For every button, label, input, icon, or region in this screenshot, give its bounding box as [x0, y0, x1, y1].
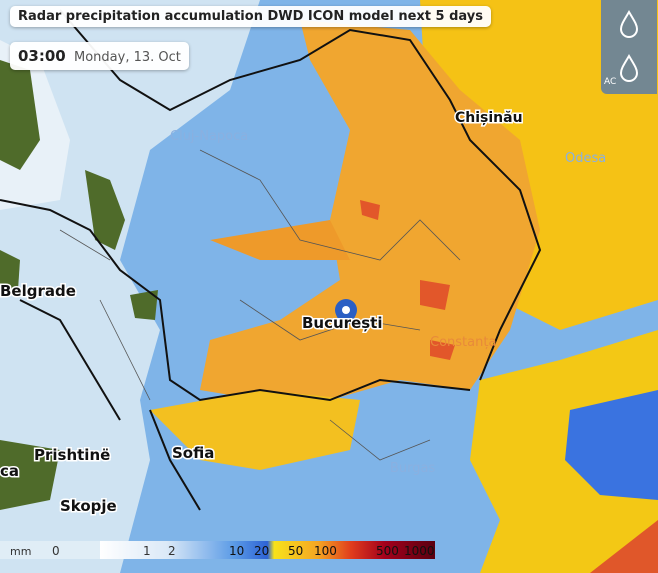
legend-label: 500 — [376, 544, 399, 558]
time-box[interactable]: 03:00 Monday, 13. Oct — [10, 42, 189, 70]
blue-precip — [565, 390, 658, 500]
drop-icon[interactable] — [619, 54, 639, 82]
place-label: Constanța — [430, 335, 496, 350]
place-label: Prishtinë — [34, 446, 110, 464]
legend-bar — [100, 541, 435, 559]
heavy-precip — [210, 220, 350, 260]
place-label: Belgrade — [0, 282, 76, 300]
date: Monday, 13. Oct — [74, 50, 181, 65]
legend-label: 50 — [288, 544, 303, 558]
forest — [0, 250, 20, 295]
intense-precip — [590, 520, 658, 573]
legend-label: 20 — [254, 544, 269, 558]
legend-label: 1000 — [404, 544, 435, 558]
time: 03:00 — [18, 47, 66, 65]
layer-panel: AC — [601, 0, 657, 94]
legend-label: 0 — [52, 544, 60, 558]
region-border — [59, 149, 461, 461]
forest — [130, 290, 158, 320]
place-label: Cluj-Napoca — [170, 129, 248, 144]
legend-unit: mm — [10, 545, 31, 558]
title-box: Radar precipitation accumulation DWD ICO… — [10, 6, 491, 27]
place-label: ca — [0, 462, 19, 480]
place-label: Burgas — [390, 461, 435, 476]
moderate-precip — [470, 330, 658, 573]
place-label: Skopje — [60, 497, 117, 515]
intense-precip — [360, 200, 455, 360]
legend-label: 10 — [229, 544, 244, 558]
place-label: Odesa — [565, 151, 606, 166]
moderate-precip — [150, 390, 360, 470]
country-border — [0, 9, 542, 511]
place-label: București — [302, 314, 383, 332]
forest — [0, 440, 60, 510]
forest — [0, 60, 40, 170]
pin-dot — [342, 306, 350, 314]
drop-icon[interactable] — [619, 10, 639, 38]
legend-label: 100 — [314, 544, 337, 558]
badge: AC — [604, 77, 616, 87]
place-label: Sofia — [172, 444, 214, 462]
forest — [85, 170, 125, 250]
legend-bg — [0, 541, 100, 559]
place-label: Chișinău — [455, 110, 523, 126]
drop-icons: AC — [604, 10, 639, 87]
legend-label: 1 — [143, 544, 151, 558]
legend-label: 2 — [168, 544, 176, 558]
title: Radar precipitation accumulation DWD ICO… — [18, 9, 483, 24]
